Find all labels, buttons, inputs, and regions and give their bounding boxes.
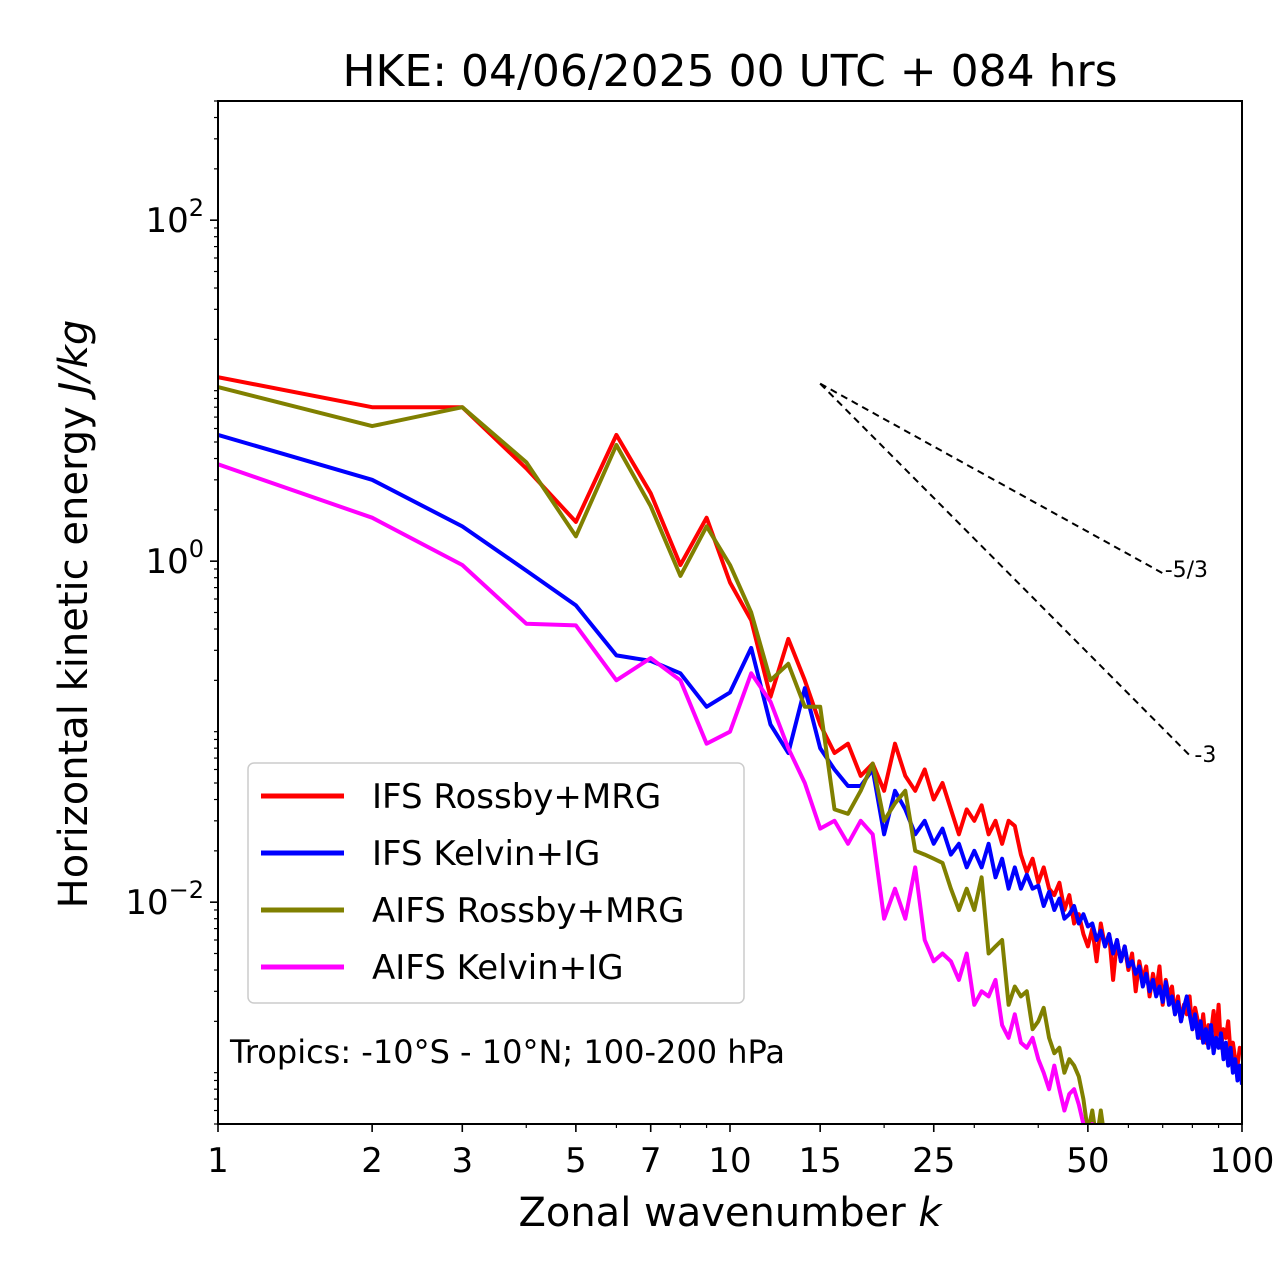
legend-label: IFS Kelvin+IG [372,834,600,874]
legend-box [247,762,745,1004]
legend-label: IFS Rossby+MRG [372,777,661,817]
y-tick-base: 10 [125,883,168,923]
legend-label: AIFS Kelvin+IG [372,948,624,988]
chart-title: HKE: 04/06/2025 00 UTC + 084 hrs [342,46,1117,97]
x-tick-label: 10 [708,1141,751,1181]
series-line [218,462,1095,1124]
x-axis-label-var: k [918,1190,943,1236]
region-annotation: Tropics: -10°S - 10°N; 100-200 hPa [229,1033,785,1071]
x-tick-label: 100 [1210,1141,1275,1181]
reference-line [819,382,1164,575]
x-tick-label: 1 [207,1141,229,1181]
x-tick-label: 2 [361,1141,383,1181]
reference-slope-lines: -5/3 -3 [819,382,1216,768]
x-tick-label: 15 [799,1141,842,1181]
y-tick-base: 10 [145,542,188,582]
y-tick-exponent: −2 [169,876,204,904]
y-axis-label-main: Horizontal kinetic energy [51,394,97,909]
x-axis-label-main: Zonal wavenumber [518,1190,918,1236]
legend-label: AIFS Rossby+MRG [372,891,684,931]
y-tick-label: 102 [145,194,204,241]
x-tick-label: 25 [912,1141,955,1181]
y-axis-label: Horizontal kinetic energy J/kg [51,320,97,909]
x-tick-label: 5 [565,1141,587,1181]
reference-line [819,382,1194,759]
y-tick-label: 10−2 [125,876,204,923]
y-axis-label-unit: J/kg [51,320,97,401]
y-tick-base: 10 [145,201,188,241]
x-tick-label: 3 [451,1141,473,1181]
legend: IFS Rossby+MRG IFS Kelvin+IG AIFS Rossby+M… [247,762,745,1004]
series-line [218,432,1242,1085]
x-tick-label: 50 [1066,1141,1109,1181]
legend-items: IFS Rossby+MRG IFS Kelvin+IG AIFS Rossby+M… [261,777,684,988]
reference-line-label: -3 [1194,743,1216,768]
y-tick-exponent: 0 [189,535,204,563]
x-tick-label: 7 [640,1141,662,1181]
series-layer [218,375,1242,1124]
x-axis-ticks: 1 2 3 5 7 10 15 25 50 100 [207,1124,1274,1181]
plot-frame [217,100,1243,1125]
series-line [218,385,1105,1124]
x-axis-label: Zonal wavenumber k [518,1190,943,1236]
reference-line-label: -5/3 [1165,558,1208,583]
y-tick-label: 100 [145,535,204,582]
y-tick-exponent: 2 [189,194,204,222]
